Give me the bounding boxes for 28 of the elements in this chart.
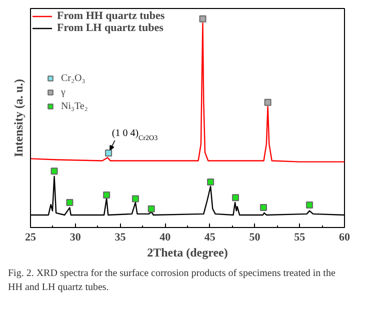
point: [260, 204, 267, 211]
x-tick-label: 30: [70, 232, 82, 244]
x-tick-label: 40: [160, 232, 172, 244]
caption: Fig. 2. XRD spectra for the surface corrosion products of specimens treated in the HH and LH quartz tubes.: [8, 267, 336, 296]
x-tick-label: 55: [294, 232, 306, 244]
legend-label: γ: [61, 86, 66, 98]
point: [50, 168, 58, 175]
x-tick-label: 35: [114, 232, 126, 244]
point: [264, 98, 272, 106]
point: [105, 150, 112, 157]
x-axis-title: 2Theta (degree): [147, 246, 228, 260]
point: [66, 198, 74, 206]
point: [207, 178, 214, 186]
point: [148, 205, 155, 212]
point: [199, 15, 206, 22]
x-tick-label: 60: [339, 232, 350, 244]
legend-label: Cr₂O₃: [61, 72, 86, 84]
x-tick-label: 50: [249, 232, 261, 244]
legend-label: From HH quartz tubes: [57, 10, 165, 22]
x-tick-label: 25: [25, 232, 36, 244]
point: [132, 195, 139, 202]
legend-label: From LH quartz tubes: [57, 22, 164, 34]
point: [232, 194, 239, 202]
point: [306, 201, 314, 208]
x-tick-label: 45: [204, 232, 216, 244]
y-axis-title: Intensity (a. u.): [12, 78, 26, 158]
legend-label: Ni₃Te₂: [61, 100, 88, 112]
point: [103, 191, 110, 198]
